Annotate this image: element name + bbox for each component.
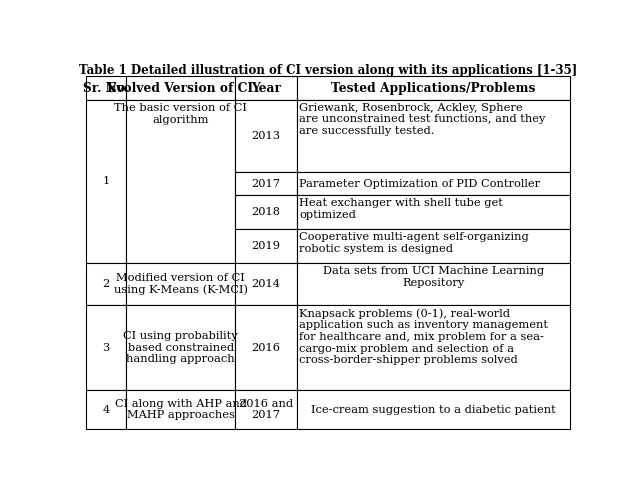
Bar: [297, 195, 570, 229]
Bar: [297, 305, 570, 391]
Bar: [86, 391, 126, 429]
Bar: [235, 100, 297, 172]
Text: 2018: 2018: [252, 207, 280, 217]
Bar: [235, 263, 297, 305]
Text: Data sets from UCI Machine Learning
Repository: Data sets from UCI Machine Learning Repo…: [323, 266, 544, 288]
Text: Heat exchanger with shell tube get
optimized: Heat exchanger with shell tube get optim…: [300, 198, 504, 220]
Bar: [235, 76, 297, 100]
Bar: [297, 172, 570, 195]
Bar: [235, 172, 297, 195]
Text: 2016: 2016: [252, 343, 280, 353]
Text: 2019: 2019: [252, 241, 280, 251]
Bar: [126, 76, 235, 100]
Text: Ice-cream suggestion to a diabetic patient: Ice-cream suggestion to a diabetic patie…: [311, 405, 556, 414]
Text: 2014: 2014: [252, 279, 280, 289]
Text: Tested Applications/Problems: Tested Applications/Problems: [332, 81, 536, 94]
Text: CI using probability
based constrained
handling approach: CI using probability based constrained h…: [124, 331, 238, 364]
Bar: [86, 263, 126, 305]
Bar: [297, 100, 570, 172]
Text: Sr. No.: Sr. No.: [83, 81, 129, 94]
Text: 3: 3: [102, 343, 109, 353]
Bar: [235, 305, 297, 391]
Bar: [126, 100, 235, 263]
Text: 4: 4: [102, 405, 109, 414]
Text: Evolved Version of CI: Evolved Version of CI: [108, 81, 253, 94]
Bar: [297, 229, 570, 263]
Text: 2016 and
2017: 2016 and 2017: [239, 399, 293, 420]
Text: Modified version of CI
using K-Means (K-MCI): Modified version of CI using K-Means (K-…: [113, 273, 248, 295]
Text: 1: 1: [102, 176, 109, 187]
Text: Year: Year: [251, 81, 281, 94]
Bar: [297, 263, 570, 305]
Text: Knapsack problems (0-1), real-world
application such as inventory management
for: Knapsack problems (0-1), real-world appl…: [300, 308, 548, 365]
Text: The basic version of CI
algorithm: The basic version of CI algorithm: [114, 103, 247, 125]
Bar: [235, 391, 297, 429]
Text: Griewank, Rosenbrock, Ackley, Sphere
are unconstrained test functions, and they
: Griewank, Rosenbrock, Ackley, Sphere are…: [300, 103, 546, 136]
Bar: [297, 391, 570, 429]
Bar: [235, 229, 297, 263]
Text: 2017: 2017: [252, 179, 280, 189]
Bar: [297, 76, 570, 100]
Bar: [235, 195, 297, 229]
Bar: [86, 305, 126, 391]
Bar: [126, 305, 235, 391]
Bar: [86, 100, 126, 263]
Text: Cooperative multi-agent self-organizing
robotic system is designed: Cooperative multi-agent self-organizing …: [300, 232, 529, 254]
Text: 2013: 2013: [252, 131, 280, 141]
Bar: [86, 76, 126, 100]
Text: Parameter Optimization of PID Controller: Parameter Optimization of PID Controller: [300, 179, 541, 189]
Text: CI along with AHP and
MAHP approaches: CI along with AHP and MAHP approaches: [115, 399, 246, 420]
Text: 2: 2: [102, 279, 109, 289]
Text: Table 1 Detailed illustration of CI version along with its applications [1-35]: Table 1 Detailed illustration of CI vers…: [79, 64, 577, 77]
Bar: [126, 263, 235, 305]
Bar: [126, 391, 235, 429]
